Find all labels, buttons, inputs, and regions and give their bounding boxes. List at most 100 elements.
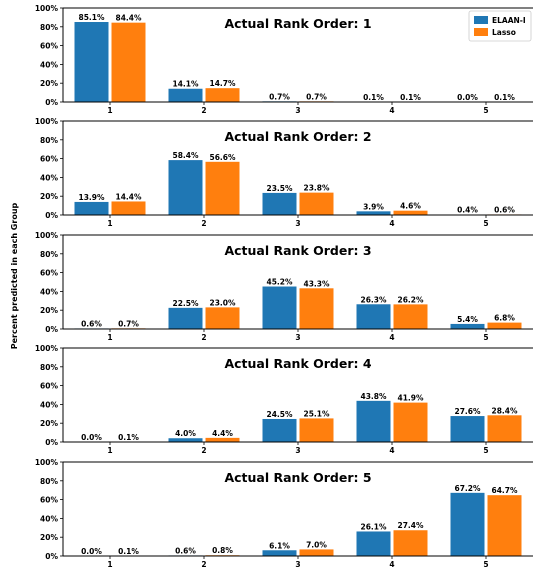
y-tick-label: 80% — [40, 477, 58, 486]
bar-elaan-i — [356, 400, 391, 442]
panel-title: Actual Rank Order: 4 — [224, 356, 371, 371]
legend-label-lasso: Lasso — [492, 28, 516, 37]
legend-swatch-lasso — [474, 28, 488, 36]
bar-lasso — [111, 201, 146, 215]
y-tick-label: 100% — [35, 231, 59, 240]
bar-value-label: 3.9% — [363, 202, 384, 211]
y-tick-label: 80% — [40, 363, 58, 372]
x-tick-label: 2 — [201, 560, 206, 567]
bar-value-label: 13.9% — [78, 193, 105, 202]
x-tick-label: 4 — [389, 560, 394, 567]
legend-swatch-elaan-i — [474, 16, 488, 24]
bar-lasso — [299, 192, 334, 215]
bar-value-label: 25.1% — [303, 409, 330, 418]
y-axis-label: Percent predicted in each Group — [10, 202, 19, 349]
x-tick-label: 1 — [107, 106, 112, 115]
bar-value-label: 58.4% — [172, 151, 199, 160]
bar-elaan-i — [168, 160, 203, 215]
x-tick-label: 1 — [107, 446, 112, 455]
bar-value-label: 43.3% — [303, 279, 330, 288]
x-tick-label: 3 — [295, 560, 300, 567]
bar-value-label: 0.0% — [81, 433, 102, 442]
x-tick-label: 4 — [389, 106, 394, 115]
bar-value-label: 4.4% — [212, 429, 233, 438]
y-tick-label: 20% — [40, 533, 58, 542]
bar-value-label: 5.4% — [457, 315, 478, 324]
y-tick-label: 40% — [40, 514, 58, 523]
bar-value-label: 6.1% — [269, 541, 290, 550]
bar-value-label: 4.0% — [175, 429, 196, 438]
bar-lasso — [487, 495, 522, 556]
bar-elaan-i — [356, 211, 391, 215]
bar-value-label: 6.8% — [494, 314, 515, 323]
x-tick-label: 3 — [295, 106, 300, 115]
bar-value-label: 0.1% — [494, 93, 515, 102]
x-tick-label: 5 — [483, 106, 488, 115]
y-tick-label: 0% — [45, 325, 58, 334]
x-tick-label: 2 — [201, 219, 206, 228]
x-tick-label: 2 — [201, 333, 206, 342]
bar-value-label: 0.0% — [457, 93, 478, 102]
bar-value-label: 7.0% — [306, 540, 327, 549]
bar-value-label: 14.4% — [115, 192, 142, 201]
y-tick-label: 0% — [45, 552, 58, 561]
x-tick-label: 1 — [107, 333, 112, 342]
bar-value-label: 23.8% — [303, 184, 330, 193]
bar-value-label: 0.6% — [175, 546, 196, 555]
y-tick-label: 40% — [40, 173, 58, 182]
y-tick-label: 60% — [40, 269, 58, 278]
x-tick-label: 5 — [483, 219, 488, 228]
bar-lasso — [205, 88, 240, 102]
bar-value-label: 41.9% — [397, 394, 424, 403]
y-tick-label: 60% — [40, 42, 58, 51]
bar-elaan-i — [262, 286, 297, 329]
bar-value-label: 0.4% — [457, 206, 478, 215]
x-tick-label: 3 — [295, 446, 300, 455]
bar-elaan-i — [262, 418, 297, 442]
bar-value-label: 43.8% — [360, 392, 387, 401]
bar-value-label: 0.8% — [212, 546, 233, 555]
bar-lasso — [299, 418, 334, 442]
bar-value-label: 0.0% — [81, 547, 102, 556]
y-tick-label: 100% — [35, 117, 59, 126]
bar-value-label: 28.4% — [491, 406, 518, 415]
x-tick-label: 1 — [107, 219, 112, 228]
bar-lasso — [393, 402, 428, 442]
panel-title: Actual Rank Order: 5 — [224, 470, 371, 485]
bar-value-label: 23.0% — [209, 298, 236, 307]
bar-elaan-i — [168, 307, 203, 329]
bar-elaan-i — [356, 304, 391, 329]
y-tick-label: 0% — [45, 211, 58, 220]
bar-value-label: 56.6% — [209, 153, 236, 162]
y-tick-label: 60% — [40, 382, 58, 391]
bar-elaan-i — [168, 88, 203, 102]
bar-elaan-i — [450, 492, 485, 556]
bar-elaan-i — [356, 531, 391, 556]
y-tick-label: 20% — [40, 306, 58, 315]
bar-lasso — [299, 549, 334, 556]
bar-elaan-i — [262, 550, 297, 556]
bar-value-label: 22.5% — [172, 299, 199, 308]
bar-value-label: 0.6% — [81, 319, 102, 328]
y-tick-label: 40% — [40, 287, 58, 296]
bar-value-label: 64.7% — [491, 486, 518, 495]
bar-lasso — [205, 307, 240, 329]
bar-elaan-i — [450, 323, 485, 329]
bar-value-label: 26.1% — [360, 522, 387, 531]
bar-lasso — [393, 210, 428, 215]
bar-value-label: 45.2% — [266, 278, 293, 287]
x-tick-label: 5 — [483, 333, 488, 342]
bar-elaan-i — [450, 416, 485, 442]
bar-elaan-i — [168, 438, 203, 442]
bar-lasso — [487, 415, 522, 442]
panel-title: Actual Rank Order: 1 — [224, 16, 371, 31]
y-tick-label: 100% — [35, 4, 59, 13]
bar-value-label: 27.4% — [397, 521, 424, 530]
y-tick-label: 0% — [45, 438, 58, 447]
bar-value-label: 67.2% — [454, 484, 481, 493]
x-tick-label: 5 — [483, 560, 488, 567]
y-tick-label: 100% — [35, 458, 59, 467]
bar-value-label: 0.1% — [400, 93, 421, 102]
bar-lasso — [299, 288, 334, 329]
